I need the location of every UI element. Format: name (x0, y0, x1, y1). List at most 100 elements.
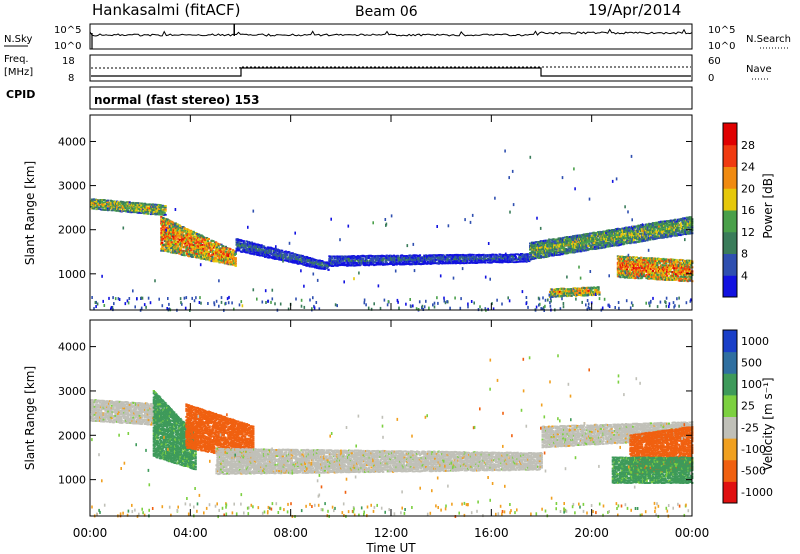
heatmap-cell (326, 263, 329, 266)
heatmap-cell (222, 253, 226, 256)
heatmap-cell (376, 257, 379, 260)
heatmap-cell (170, 245, 173, 248)
heatmap-cell (170, 222, 173, 225)
heatmap-cell (593, 243, 596, 246)
heatmap-cell (596, 247, 599, 250)
heatmap-cell (651, 269, 654, 272)
heatmap-cell (337, 259, 340, 261)
heatmap-cell (348, 261, 352, 264)
heatmap-cell (207, 238, 210, 241)
heatmap-cell (171, 227, 175, 230)
heatmap-cell (142, 208, 145, 211)
heatmap-cell (460, 255, 463, 258)
heatmap-cell (400, 260, 403, 263)
heatmap-cell (327, 261, 330, 264)
heatmap-cell (238, 249, 241, 252)
heatmap-cell (579, 234, 582, 237)
heatmap-cell (164, 210, 167, 212)
heatmap-cell (582, 249, 585, 252)
heatmap-cell (395, 258, 398, 261)
heatmap-cell (408, 258, 412, 261)
heatmap-cell (365, 259, 369, 262)
heatmap-cell (600, 231, 603, 233)
heatmap-cell (197, 237, 201, 240)
heatmap-cell (410, 254, 413, 257)
heatmap-cell (229, 255, 232, 258)
heatmap-cell (216, 242, 219, 245)
nave-tick-low: 0 (708, 73, 714, 84)
heatmap-cell (205, 237, 209, 239)
heatmap-cell (298, 254, 301, 257)
heatmap-cell (268, 256, 271, 259)
heatmap-cell (530, 245, 534, 248)
heatmap-cell (512, 261, 516, 264)
heatmap-cell (107, 209, 111, 211)
heatmap-cell (640, 256, 643, 259)
heatmap-cell (294, 261, 297, 264)
heatmap-cell (164, 205, 167, 207)
heatmap-cell (484, 261, 487, 264)
heatmap-cell (176, 248, 179, 251)
nsearch-label: N.Search (746, 34, 791, 45)
heatmap-cell (151, 206, 155, 208)
heatmap-cell (207, 256, 210, 259)
heatmap-cell (175, 236, 178, 239)
heatmap-cell (219, 259, 222, 262)
cpid-panel-frame (89, 86, 693, 110)
heatmap-cell (532, 243, 535, 246)
heatmap-cell (266, 251, 269, 254)
heatmap-cell (413, 261, 416, 264)
heatmap-cell (234, 262, 237, 265)
heatmap-cell (182, 251, 185, 254)
heatmap-cell (210, 249, 213, 251)
heatmap-cell (214, 257, 218, 260)
heatmap-cell (432, 256, 435, 259)
heatmap-cell (454, 260, 457, 263)
heatmap-cell (528, 253, 531, 256)
heatmap-cell (200, 251, 203, 254)
heatmap-cell (260, 254, 263, 257)
heatmap-cell (440, 256, 443, 259)
heatmap-cell (538, 250, 542, 253)
heatmap-cell (382, 261, 385, 264)
heatmap-cell (300, 262, 303, 265)
heatmap-cell (211, 256, 214, 259)
heatmap-cell (286, 253, 289, 257)
heatmap-cell (303, 257, 306, 260)
heatmap-cell (379, 263, 382, 266)
heatmap-cell (103, 199, 106, 201)
heatmap-cell (300, 260, 303, 263)
heatmap-cell (126, 207, 129, 210)
heatmap-cell (314, 262, 318, 265)
heatmap-cell (598, 239, 602, 241)
heatmap-cell (220, 261, 223, 264)
heatmap-cell (160, 227, 163, 230)
heatmap-cell (448, 258, 451, 261)
heatmap-cell (97, 199, 100, 202)
heatmap-cell (516, 261, 519, 263)
heatmap-cell (322, 262, 326, 265)
heatmap-cell (145, 210, 148, 212)
heatmap-cell (680, 261, 683, 264)
heatmap-cell (484, 258, 487, 260)
heatmap-cell (281, 249, 284, 252)
heatmap-cell (169, 249, 172, 251)
heatmap-cell (122, 203, 125, 206)
heatmap-cell (356, 257, 359, 260)
heatmap-cell (319, 264, 322, 266)
heatmap-cell (183, 240, 186, 243)
heatmap-cell (418, 254, 422, 257)
heatmap-cell (204, 240, 207, 243)
heatmap-cell (93, 200, 96, 202)
heatmap-cell (209, 250, 212, 253)
heatmap-cell (170, 224, 173, 227)
heatmap-cell (168, 223, 171, 226)
cpid-label: CPID (6, 88, 35, 101)
heatmap-cell (200, 240, 203, 243)
heatmap-cell (197, 234, 200, 237)
heatmap-cell (288, 258, 291, 261)
heatmap-cell (194, 236, 197, 239)
heatmap-cell (183, 227, 186, 230)
heatmap-cell (623, 258, 626, 261)
heatmap-cell (199, 255, 202, 258)
